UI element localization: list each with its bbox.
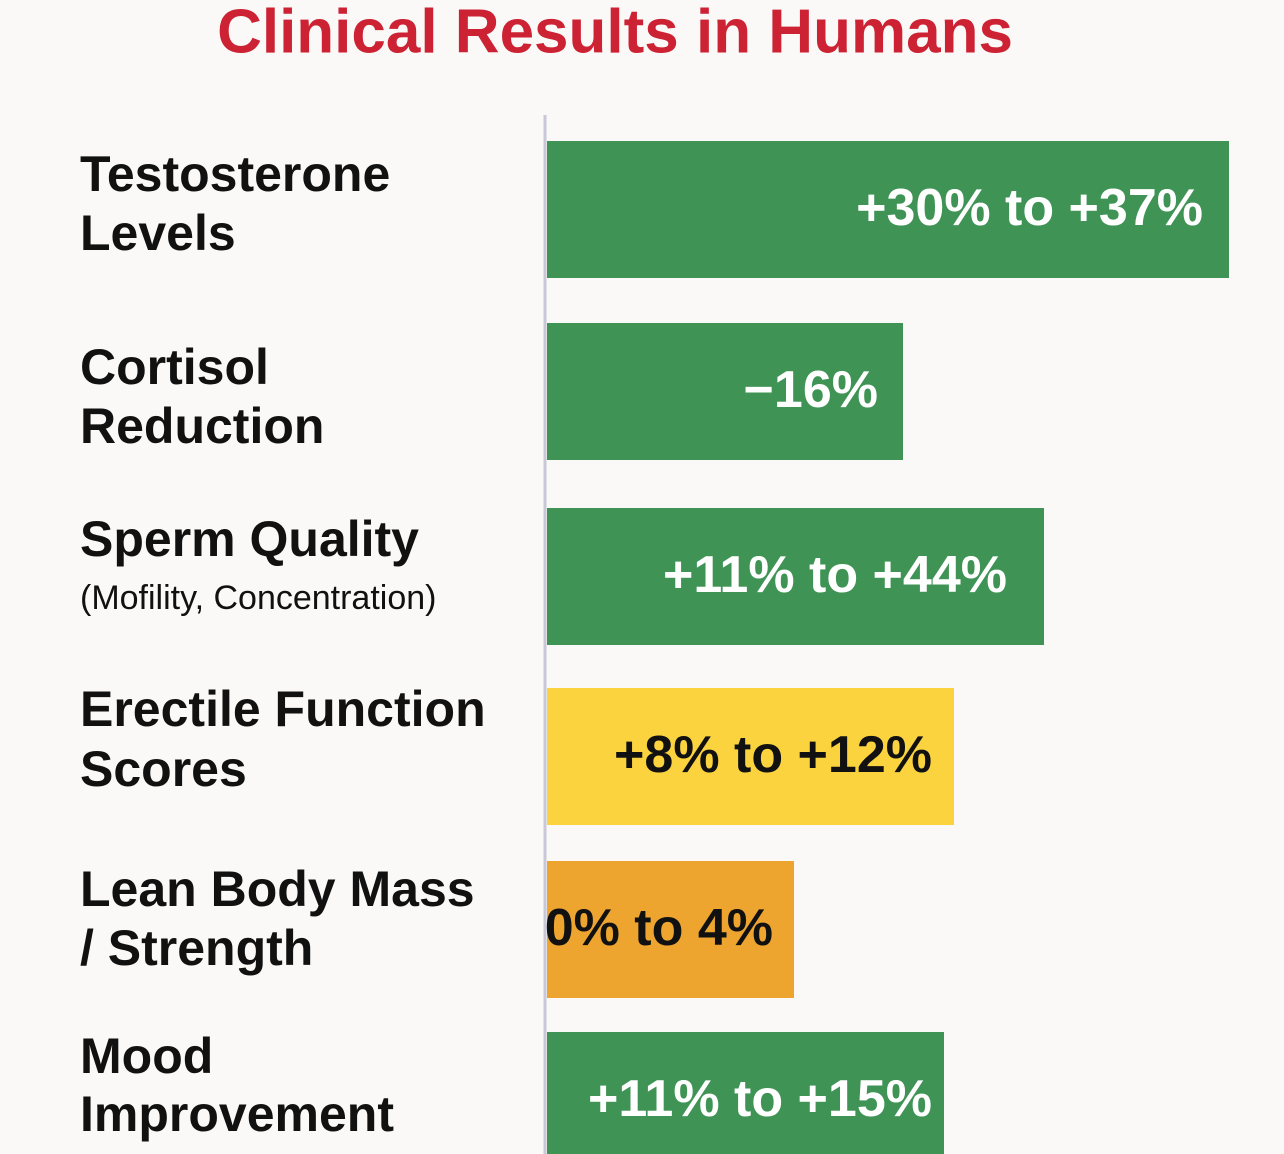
row-label: Cortisol bbox=[80, 339, 269, 395]
row-label: Erectile Function bbox=[80, 681, 486, 737]
row-label: Scores bbox=[80, 741, 247, 797]
title: Clinical Results in Humans bbox=[217, 0, 1013, 66]
row-label: Reduction bbox=[80, 398, 324, 454]
result-label: −16% bbox=[744, 361, 878, 419]
result-label: +11% to +44% bbox=[663, 546, 1007, 604]
row-label: Mood bbox=[80, 1028, 213, 1084]
row-label: Lean Body Mass bbox=[80, 861, 475, 917]
row-label: / Strength bbox=[80, 920, 313, 976]
row-label: Sperm Quality bbox=[80, 511, 419, 567]
result-label: +30% to +37% bbox=[856, 179, 1203, 237]
result-bar bbox=[547, 861, 794, 998]
result-bar bbox=[547, 1032, 944, 1154]
row-label: Improvement bbox=[80, 1086, 394, 1142]
result-bar bbox=[547, 508, 1044, 645]
result-label: +8% to +12% bbox=[614, 726, 932, 784]
result-bar bbox=[547, 688, 954, 825]
result-label: +11% to +15% bbox=[588, 1070, 932, 1128]
result-label: 0% to 4% bbox=[545, 899, 773, 957]
row-label: Levels bbox=[80, 205, 236, 261]
result-bar bbox=[547, 323, 903, 460]
result-bar bbox=[547, 141, 1229, 278]
row-note: (Mofility, Concentration) bbox=[80, 579, 437, 617]
row-label: Testosterone bbox=[80, 146, 390, 202]
